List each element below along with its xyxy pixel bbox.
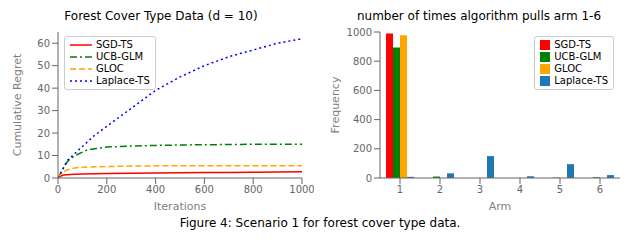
html-text:GLOC: GLOC: [554, 63, 583, 74]
svg-text:40: 40: [37, 83, 50, 94]
svg-text:400: 400: [146, 184, 165, 195]
svg-text:600: 600: [353, 85, 372, 96]
html-text:SGD-TS: SGD-TS: [96, 39, 133, 50]
html-text:GLOC: GLOC: [96, 63, 124, 74]
svg-text:3: 3: [477, 184, 483, 195]
svg-text:60: 60: [37, 38, 50, 49]
html-text:UCB-GLM: UCB-GLM: [554, 51, 602, 62]
svg-text:2: 2: [437, 184, 443, 195]
html-text:Forest Cover Type Data (d = 10: Forest Cover Type Data (d = 10): [64, 9, 258, 23]
svg-text:800: 800: [353, 56, 372, 67]
svg-text:Iterations: Iterations: [154, 200, 207, 213]
svg-text:20: 20: [37, 128, 50, 139]
svg-text:200: 200: [353, 143, 372, 154]
svg-text:0: 0: [44, 173, 50, 184]
svg-text:4: 4: [517, 184, 523, 195]
html-text:Figure 4: Scenario 1 for fores: Figure 4: Scenario 1 for forest cover ty…: [179, 216, 461, 230]
html-text:SGD-TS: SGD-TS: [554, 39, 592, 50]
svg-text:800: 800: [244, 184, 263, 195]
html-text:number of times algorithm pull: number of times algorithm pulls arm 1-6: [357, 9, 601, 23]
svg-text:Cumulative Regret: Cumulative Regret: [11, 53, 24, 156]
html-text:Laplace-TS: Laplace-TS: [96, 75, 150, 86]
svg-text:400: 400: [353, 114, 372, 125]
svg-text:0: 0: [366, 173, 372, 184]
svg-text:1: 1: [397, 184, 403, 195]
svg-text:1000: 1000: [347, 27, 372, 38]
svg-text:200: 200: [97, 184, 116, 195]
svg-text:30: 30: [37, 105, 50, 116]
svg-text:Frequency: Frequency: [329, 76, 342, 133]
svg-text:Arm: Arm: [489, 200, 512, 213]
svg-text:1000: 1000: [289, 184, 314, 195]
svg-text:10: 10: [37, 150, 50, 161]
svg-text:50: 50: [37, 60, 50, 71]
html-text:UCB-GLM: UCB-GLM: [96, 51, 144, 62]
html-text:Laplace-TS: Laplace-TS: [554, 75, 608, 86]
svg-text:600: 600: [195, 184, 214, 195]
svg-text:5: 5: [557, 184, 563, 195]
svg-text:6: 6: [597, 184, 603, 195]
svg-text:0: 0: [55, 184, 61, 195]
